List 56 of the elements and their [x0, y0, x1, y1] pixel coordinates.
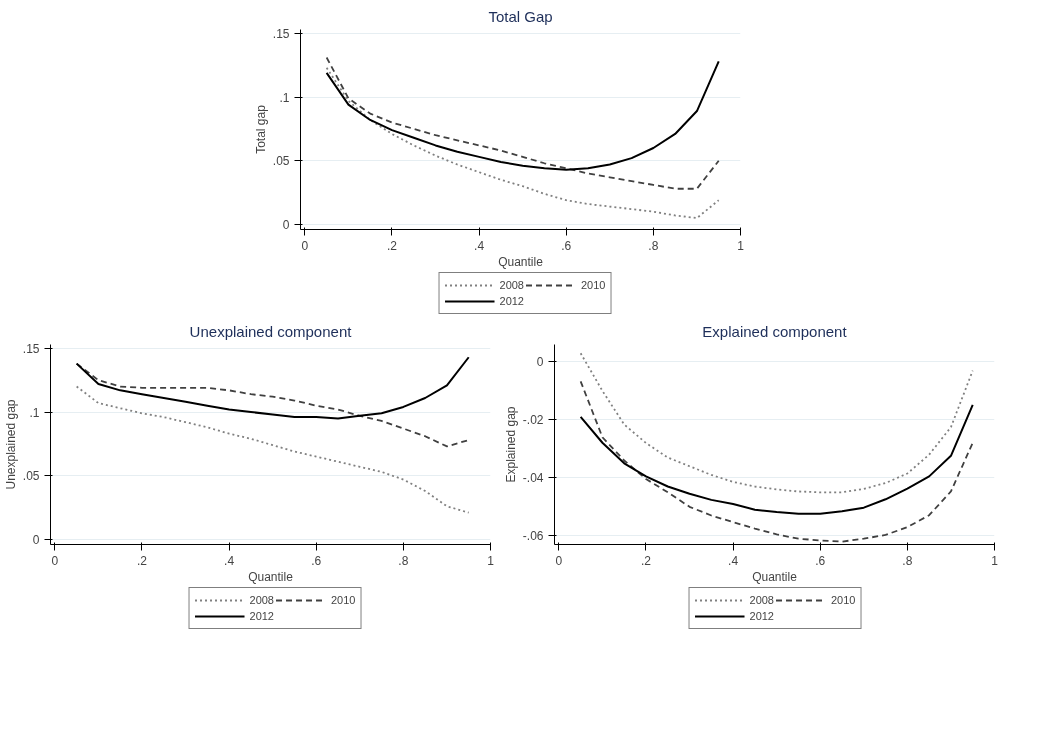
line-series — [75, 356, 470, 420]
x-tick-label: .8 — [902, 553, 913, 568]
x-tick-label: 0 — [555, 553, 563, 568]
x-tick-label: .4 — [474, 238, 485, 253]
x-tick-label: .2 — [386, 238, 398, 253]
legend-label: 2010 — [581, 278, 606, 292]
y-tick-label: 0 — [282, 217, 290, 232]
y-tick-label: .1 — [29, 405, 40, 420]
x-axis-title: Quantile — [248, 569, 294, 584]
y-axis-title: Total gap — [253, 104, 268, 154]
y-tick-label: .1 — [279, 90, 290, 105]
line-series — [325, 60, 720, 171]
chart-title: Total Gap — [488, 7, 553, 25]
y-tick-label: .15 — [22, 341, 40, 356]
y-tick-label: .05 — [22, 469, 40, 484]
y-tick-label: -.06 — [522, 529, 544, 544]
y-tick-label: 0 — [536, 355, 544, 370]
line-series — [579, 403, 974, 515]
x-tick-label: .8 — [398, 553, 409, 568]
chart-title: Unexplained component — [189, 322, 353, 340]
legend-label: 2012 — [749, 609, 774, 623]
x-tick-label: .4 — [728, 553, 739, 568]
legend-label: 2012 — [249, 609, 274, 623]
line-series — [75, 385, 470, 514]
x-axis-title: Quantile — [498, 254, 544, 269]
legend-label: 2008 — [499, 278, 524, 292]
x-tick-label: 0 — [301, 238, 309, 253]
x-tick-label: 1 — [487, 553, 495, 568]
x-tick-label: .6 — [815, 553, 826, 568]
legend-label: 2010 — [331, 593, 356, 607]
legend-label: 2008 — [249, 593, 274, 607]
x-tick-label: .6 — [561, 238, 572, 253]
x-tick-label: .2 — [136, 553, 148, 568]
y-tick-label: .05 — [272, 154, 290, 169]
y-axis-title: Unexplained gap — [3, 399, 18, 490]
line-series — [579, 352, 974, 494]
chart-title: Explained component — [702, 322, 848, 340]
x-tick-label: 1 — [991, 553, 999, 568]
y-tick-label: -.02 — [522, 413, 544, 428]
x-tick-label: .8 — [648, 238, 659, 253]
x-tick-label: .4 — [224, 553, 235, 568]
line-series — [579, 380, 974, 543]
legend-label: 2010 — [831, 593, 856, 607]
y-tick-label: .15 — [272, 26, 290, 41]
legend-label: 2012 — [499, 294, 524, 308]
x-tick-label: .6 — [311, 553, 322, 568]
y-tick-label: 0 — [32, 532, 40, 547]
x-tick-label: 1 — [737, 238, 745, 253]
line-series — [325, 66, 720, 219]
y-axis-title: Explained gap — [503, 406, 518, 483]
x-tick-label: .2 — [640, 553, 652, 568]
x-axis-title: Quantile — [752, 569, 798, 584]
line-series — [325, 56, 720, 190]
y-tick-label: -.04 — [522, 471, 544, 486]
x-tick-label: 0 — [51, 553, 59, 568]
legend-label: 2008 — [749, 593, 774, 607]
